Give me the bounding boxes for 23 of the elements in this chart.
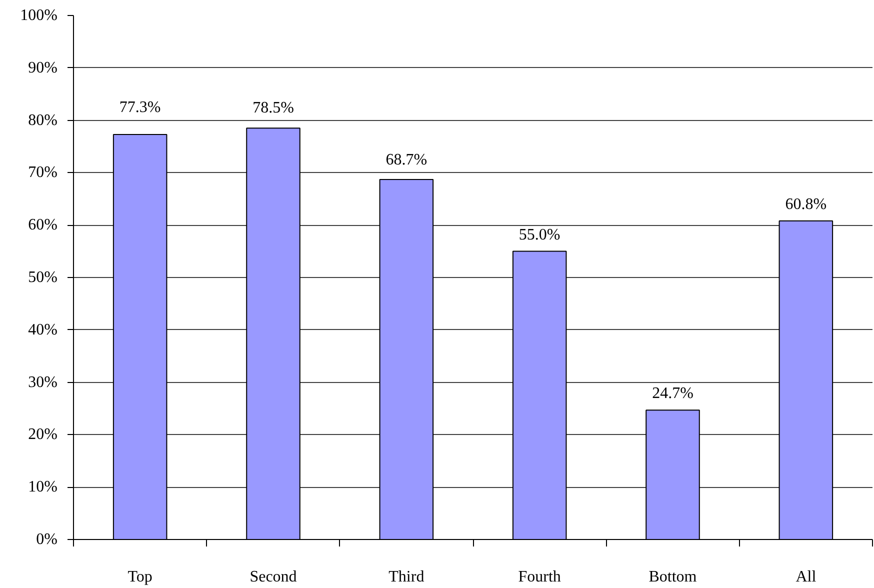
data-label: 77.3% xyxy=(119,99,161,116)
x-tick-label: Bottom xyxy=(648,568,698,586)
y-tick-label: 100% xyxy=(20,7,58,24)
x-tick-label: Third xyxy=(388,568,424,586)
data-label: 60.8% xyxy=(785,196,827,213)
y-tick-label: 10% xyxy=(28,478,58,496)
y-tick-label: 60% xyxy=(28,216,58,234)
x-tick-label: Fourth xyxy=(518,568,561,586)
y-tick-label: 0% xyxy=(36,531,58,548)
data-label: 68.7% xyxy=(386,152,428,169)
y-tick-label: 80% xyxy=(28,112,58,129)
y-tick-label: 20% xyxy=(28,426,58,444)
y-tick-label: 70% xyxy=(28,164,58,182)
x-tick-label: All xyxy=(796,568,817,586)
y-tick-label: 40% xyxy=(28,321,58,338)
x-tick-label: Second xyxy=(250,568,297,586)
y-tick-label: 50% xyxy=(28,269,58,286)
x-tick-label: Top xyxy=(128,568,152,586)
data-label: 24.7% xyxy=(652,385,694,402)
data-label: 55.0% xyxy=(518,226,560,244)
y-tick-label: 90% xyxy=(28,59,58,76)
data-label: 78.5% xyxy=(252,99,294,116)
y-tick-label: 30% xyxy=(28,374,58,391)
